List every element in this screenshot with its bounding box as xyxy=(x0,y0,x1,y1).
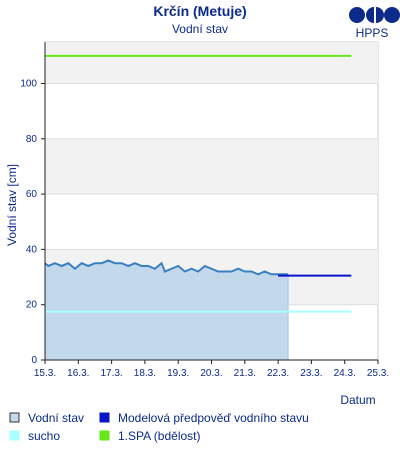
series-line-vodni-stav xyxy=(44,259,289,276)
x-axis-title: Datum xyxy=(340,393,375,407)
chart-title: Krčín (Metuje) xyxy=(153,3,246,19)
x-tick-label: 19.3. xyxy=(167,368,189,379)
x-tick-label: 17.3. xyxy=(100,368,122,379)
y-tick-label: 40 xyxy=(26,244,38,255)
x-tick-label: 20.3. xyxy=(200,368,222,379)
legend-label: Vodní stav xyxy=(28,411,84,425)
legend-swatch xyxy=(9,412,20,423)
grid-band xyxy=(45,42,378,84)
legend-label: Modelová předpověď vodního stavu xyxy=(118,411,309,425)
series-area xyxy=(45,260,289,360)
x-tick-label: 22.3. xyxy=(267,368,289,379)
legend-label: sucho xyxy=(28,429,60,443)
y-axis-title: Vodní stav [cm] xyxy=(5,164,19,246)
y-tick-label: 20 xyxy=(26,300,38,311)
y-tick-label: 60 xyxy=(26,189,38,200)
legend-swatch xyxy=(99,412,110,423)
logo-text: HPPS xyxy=(356,26,389,40)
x-tick-label: 16.3. xyxy=(67,368,89,379)
legend-swatch xyxy=(99,430,110,441)
x-tick-label: 24.3. xyxy=(334,368,356,379)
y-tick-label: 80 xyxy=(26,134,38,145)
grid-band xyxy=(45,138,378,195)
y-tick-label: 0 xyxy=(31,355,37,366)
y-tick-label: 100 xyxy=(20,78,37,89)
x-tick-label: 21.3. xyxy=(234,368,256,379)
chart-subtitle: Vodní stav xyxy=(172,22,228,36)
x-tick-label: 23.3. xyxy=(300,368,322,379)
legend-label: 1.SPA (bdělost) xyxy=(118,429,201,443)
x-tick-label: 18.3. xyxy=(134,368,156,379)
x-tick-label: 25.3. xyxy=(367,368,389,379)
x-tick-label: 15.3. xyxy=(34,368,56,379)
legend-swatch xyxy=(9,430,20,441)
hpps-logo-icon xyxy=(349,7,400,23)
